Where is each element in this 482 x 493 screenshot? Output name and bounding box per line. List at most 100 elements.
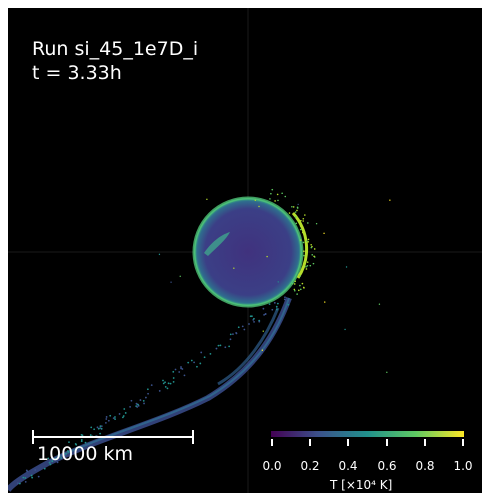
debris-particle (164, 385, 167, 388)
debris-particle (277, 199, 279, 202)
debris-particle (37, 475, 40, 478)
debris-particle (294, 216, 297, 218)
debris-particle (107, 419, 110, 422)
debris-particle (142, 399, 145, 402)
debris-particle (276, 193, 279, 196)
debris-particle (296, 209, 298, 212)
debris-particle (199, 362, 202, 365)
debris-particle (283, 298, 286, 301)
inner-plume (204, 232, 230, 256)
debris-particle (305, 268, 308, 270)
debris-particle (145, 396, 147, 399)
scale-bar-line (32, 436, 194, 438)
debris-particle (167, 382, 170, 385)
debris-particle (291, 205, 293, 208)
debris-particle (122, 415, 125, 417)
colorbar-tick (462, 439, 464, 446)
debris-particle (228, 345, 231, 348)
scale-bar (32, 430, 194, 444)
debris-particle (271, 308, 274, 311)
debris-particle (299, 288, 302, 291)
planet-body (194, 198, 302, 306)
debris-particle (301, 282, 304, 285)
debris-particle (31, 476, 34, 479)
debris-particle (180, 366, 182, 368)
debris-particle (99, 427, 102, 429)
debris-particle (200, 351, 203, 354)
debris-particle (299, 239, 302, 241)
debris-particle (30, 474, 33, 477)
debris-particle (386, 371, 388, 373)
debris-particle (18, 482, 21, 485)
debris-particle (172, 380, 175, 383)
debris-particle (295, 222, 298, 225)
debris-particle (307, 241, 310, 243)
debris-particle (169, 382, 172, 385)
debris-particle (80, 438, 83, 441)
debris-particle (261, 349, 264, 351)
debris-particle (312, 262, 315, 265)
debris-particle (75, 443, 78, 446)
debris-particle (298, 220, 300, 223)
debris-particle (232, 333, 234, 336)
debris-particle (254, 199, 257, 202)
debris-particle (64, 454, 67, 457)
debris-particle (16, 482, 19, 485)
debris-particle (293, 288, 296, 291)
debris-particle (129, 405, 131, 408)
debris-particle (275, 305, 278, 308)
debris-particle (253, 320, 255, 323)
debris-particle (109, 414, 112, 417)
colorbar-tick (309, 439, 311, 446)
debris-particle (303, 250, 305, 253)
debris-particle (196, 365, 198, 368)
debris-particle (80, 440, 83, 443)
debris-particle (158, 253, 161, 256)
debris-particle (288, 212, 291, 214)
debris-particle (166, 387, 169, 390)
debris-particle (65, 453, 67, 455)
debris-particle (93, 428, 96, 431)
debris-particle (310, 246, 313, 249)
debris-particle (323, 232, 325, 235)
debris-particle (258, 205, 260, 208)
debris-particle (306, 264, 309, 267)
debris-particle (96, 426, 99, 429)
debris-particle (313, 255, 315, 258)
debris-particle (100, 427, 103, 430)
debris-particle (306, 261, 309, 263)
debris-particle (273, 301, 276, 304)
debris-particle (294, 280, 297, 283)
debris-particle (344, 328, 346, 331)
debris-particle (302, 286, 305, 289)
colorbar-tick (347, 439, 349, 446)
debris-particle (305, 266, 307, 268)
debris-particle (209, 352, 212, 355)
debris-particle (193, 361, 196, 364)
debris-particle (70, 453, 72, 456)
debris-tail (8, 296, 292, 492)
debris-particle (297, 203, 299, 206)
debris-particle (281, 192, 283, 195)
debris-particle (250, 315, 253, 318)
debris-particle (51, 460, 54, 463)
debris-particle (121, 416, 124, 419)
debris-particle (105, 422, 107, 424)
debris-particle (137, 403, 139, 406)
debris-particle (298, 289, 300, 292)
debris-particle (203, 356, 206, 359)
debris-particle (54, 458, 57, 460)
debris-particle (97, 427, 100, 430)
debris-particle (22, 476, 25, 479)
debris-particle (190, 359, 193, 362)
debris-particle (172, 377, 175, 379)
hot-rim-arc (291, 212, 309, 279)
debris-particle (178, 371, 181, 373)
debris-particle (248, 323, 250, 325)
debris-particle (294, 211, 297, 213)
debris-particle (180, 367, 182, 370)
debris-particle (26, 470, 29, 473)
debris-particle (266, 255, 268, 258)
debris-particle (311, 253, 314, 256)
debris-particle (146, 388, 149, 391)
